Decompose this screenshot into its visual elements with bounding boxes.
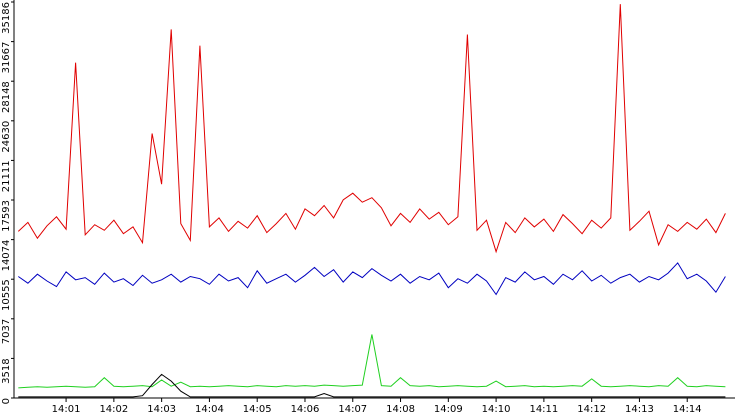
x-tick-label: 14:05 <box>243 404 272 415</box>
x-tick-label: 14:02 <box>99 404 128 415</box>
y-tick-label: 28148 <box>1 81 12 113</box>
series-line <box>17 4 726 254</box>
x-tick-label: 14:01 <box>52 404 81 415</box>
x-tick-label: 14:13 <box>625 404 654 415</box>
y-tick-label: 31667 <box>1 42 12 74</box>
series-line <box>18 262 726 296</box>
y-tick-label: 35186 <box>1 2 12 34</box>
y-tick-label: 14074 <box>1 240 12 272</box>
x-tick-label: 14:10 <box>482 404 511 415</box>
x-tick-label: 14:06 <box>291 404 320 415</box>
y-tick-label: 10555 <box>1 279 12 311</box>
series-line <box>18 373 726 398</box>
x-tick-label: 14:12 <box>577 404 606 415</box>
y-tick-label: 17593 <box>1 200 12 232</box>
x-tick-label: 14:07 <box>338 404 367 415</box>
y-tick-label: 3518 <box>1 358 12 383</box>
x-tick-label: 14:08 <box>386 404 415 415</box>
x-tick-label: 14:11 <box>529 404 558 415</box>
y-tick-label: 7037 <box>1 319 12 344</box>
x-tick-label: 14:04 <box>195 404 224 415</box>
x-tick-label: 14:14 <box>673 404 702 415</box>
y-tick-label: 0 <box>1 398 12 404</box>
series-line <box>18 334 726 389</box>
x-tick-label: 14:09 <box>434 404 463 415</box>
y-tick-label: 24630 <box>1 121 12 153</box>
y-tick-label: 21111 <box>1 160 12 192</box>
x-tick-label: 14:03 <box>147 404 176 415</box>
